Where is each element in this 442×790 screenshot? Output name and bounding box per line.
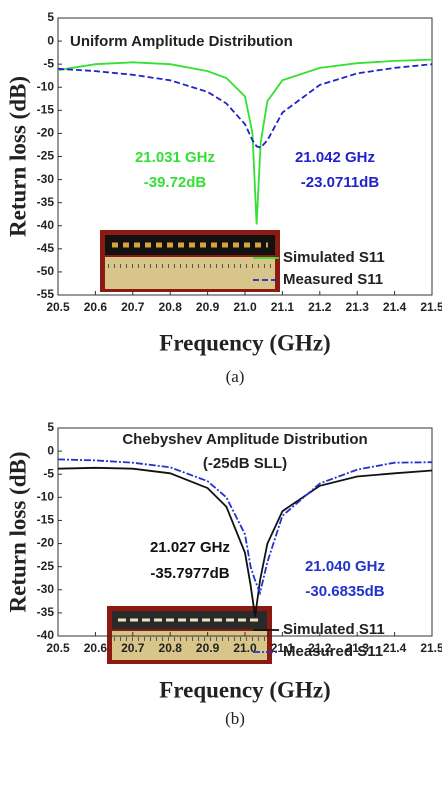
x-tick-label: 20.6 bbox=[84, 641, 108, 655]
y-tick-label: -35 bbox=[37, 605, 55, 619]
y-axis-label: Return loss (dB) bbox=[5, 76, 30, 237]
x-tick-label: 20.6 bbox=[84, 300, 108, 314]
chart-title: Chebyshev Amplitude Distribution bbox=[122, 431, 367, 448]
legend-label: Simulated S11 bbox=[283, 249, 385, 266]
x-tick-label: 20.7 bbox=[121, 300, 145, 314]
y-tick-label: -45 bbox=[37, 241, 55, 255]
legend-label: Simulated S11 bbox=[283, 621, 385, 638]
caption: (a) bbox=[226, 367, 245, 386]
y-tick-label: -10 bbox=[37, 79, 55, 93]
y-tick-label: -15 bbox=[37, 513, 55, 527]
annotation: -23.0711dB bbox=[301, 174, 380, 191]
x-tick-label: 20.5 bbox=[46, 300, 70, 314]
x-tick-label: 21.4 bbox=[383, 300, 407, 314]
y-tick-label: -35 bbox=[37, 195, 55, 209]
inset-photo bbox=[100, 230, 280, 292]
x-tick-label: 20.8 bbox=[159, 641, 183, 655]
annotation: -30.6835dB bbox=[305, 583, 384, 600]
x-axis-label: Frequency (GHz) bbox=[159, 330, 330, 355]
series-line bbox=[57, 466, 433, 617]
annotation: 21.040 GHz bbox=[305, 558, 385, 575]
y-tick-label: -5 bbox=[43, 466, 54, 480]
x-tick-label: 21.3 bbox=[346, 641, 370, 655]
y-tick-label: -25 bbox=[37, 149, 55, 163]
annotation: -39.72dB bbox=[144, 174, 207, 191]
y-tick-label: -30 bbox=[37, 582, 55, 596]
chart-subtitle: (-25dB SLL) bbox=[203, 455, 287, 472]
x-tick-label: 21.0 bbox=[233, 300, 257, 314]
legend-label: Measured S11 bbox=[283, 643, 383, 660]
x-tick-label: 21.2 bbox=[308, 300, 332, 314]
annotation: 21.027 GHz bbox=[150, 539, 230, 556]
inset-photo bbox=[107, 606, 272, 664]
x-tick-label: 20.5 bbox=[46, 641, 70, 655]
x-tick-label: 20.9 bbox=[196, 641, 220, 655]
x-axis-label: Frequency (GHz) bbox=[159, 677, 330, 702]
series-line bbox=[57, 63, 433, 149]
caption: (b) bbox=[225, 709, 245, 728]
y-tick-label: 5 bbox=[47, 420, 54, 434]
annotation: -35.7977dB bbox=[150, 565, 229, 582]
y-tick-label: -20 bbox=[37, 126, 55, 140]
y-tick-label: -5 bbox=[43, 56, 54, 70]
x-tick-label: 21.0 bbox=[233, 641, 257, 655]
x-tick-label: 21.2 bbox=[308, 641, 332, 655]
x-tick-label: 21.1 bbox=[271, 300, 295, 314]
y-tick-label: 0 bbox=[47, 33, 54, 47]
y-tick-label: -30 bbox=[37, 172, 55, 186]
series-line bbox=[57, 458, 433, 596]
annotation: 21.031 GHz bbox=[135, 149, 215, 166]
annotation: 21.042 GHz bbox=[295, 149, 375, 166]
x-tick-label: 20.7 bbox=[121, 641, 145, 655]
x-tick-label: 20.8 bbox=[159, 300, 183, 314]
y-tick-label: 0 bbox=[47, 443, 54, 457]
x-tick-label: 20.9 bbox=[196, 300, 220, 314]
legend-label: Measured S11 bbox=[283, 271, 383, 288]
x-tick-label: 21.5 bbox=[420, 300, 442, 314]
y-tick-label: -25 bbox=[37, 559, 55, 573]
y-tick-label: -20 bbox=[37, 536, 55, 550]
y-tick-label: -40 bbox=[37, 628, 55, 642]
y-axis-label: Return loss (dB) bbox=[5, 451, 30, 612]
x-tick-label: 21.5 bbox=[420, 641, 442, 655]
y-tick-label: -10 bbox=[37, 490, 55, 504]
series-line bbox=[57, 58, 433, 225]
y-tick-label: -40 bbox=[37, 218, 55, 232]
chart-title: Uniform Amplitude Distribution bbox=[70, 33, 293, 50]
y-tick-label: -15 bbox=[37, 103, 55, 117]
y-tick-label: 5 bbox=[47, 10, 54, 24]
y-tick-label: -55 bbox=[37, 287, 55, 301]
x-tick-label: 21.4 bbox=[383, 641, 407, 655]
y-tick-label: -50 bbox=[37, 264, 55, 278]
x-tick-label: 21.3 bbox=[346, 300, 370, 314]
